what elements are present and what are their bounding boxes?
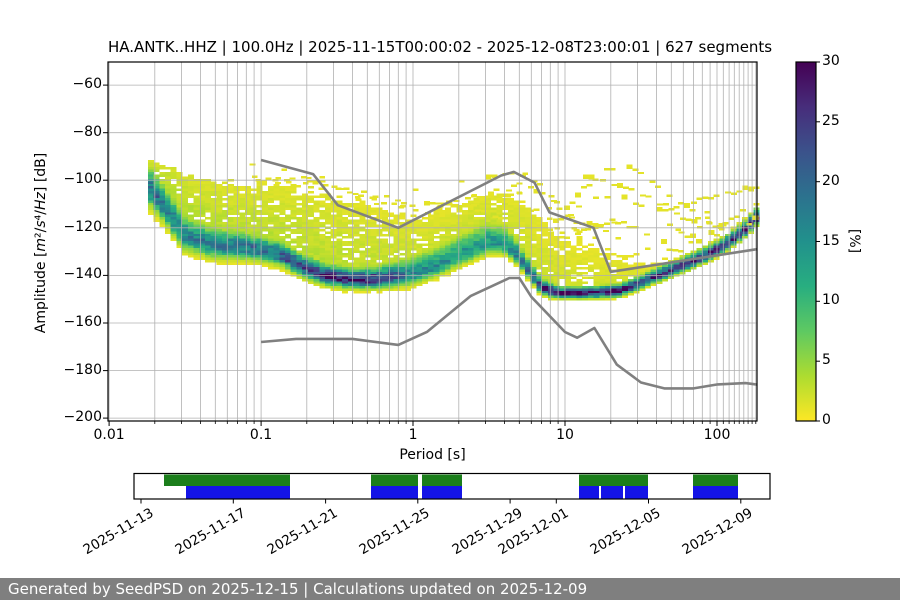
- x-axis-tick-label: 0.1: [229, 427, 293, 443]
- x-axis-label: Period [s]: [108, 447, 757, 463]
- y-axis-tick-label: −160: [40, 314, 102, 330]
- coverage-green-segment: [371, 475, 418, 487]
- y-axis-tick-label: −100: [40, 171, 102, 187]
- timeline-ticks: [141, 499, 741, 504]
- colorbar: [796, 62, 816, 421]
- x-axis-tick-label: 1: [381, 427, 445, 443]
- ppsd-figure: HA.ANTK..HHZ | 100.0Hz | 2025-11-15T00:0…: [0, 0, 900, 600]
- colorbar-tick-label: 5: [822, 352, 831, 368]
- colorbar-tick-label: 15: [822, 233, 840, 249]
- colorbar-tick-label: 10: [822, 292, 840, 308]
- ppsd-histogram: [148, 160, 760, 301]
- colorbar-tick-label: 20: [822, 173, 840, 189]
- footer-bar: Generated by SeedPSD on 2025-12-15 | Cal…: [0, 578, 900, 600]
- coverage-green-segment: [579, 475, 648, 487]
- coverage-blue-segment: [579, 486, 599, 499]
- colorbar-label: [%]: [846, 220, 862, 262]
- x-axis-tick-label: 0.01: [77, 427, 141, 443]
- colorbar-tick-label: 30: [822, 53, 840, 69]
- y-axis-tick-label: −60: [40, 76, 102, 92]
- coverage-timeline: [164, 475, 738, 499]
- ppsd-chart: [0, 0, 900, 600]
- coverage-blue-segment: [186, 486, 290, 499]
- coverage-blue-segment: [371, 486, 418, 499]
- y-axis-tick-label: −80: [40, 124, 102, 140]
- coverage-blue-segment: [601, 486, 623, 499]
- y-axis-tick-label: −180: [40, 362, 102, 378]
- coverage-green-segment: [693, 475, 738, 487]
- x-axis-tick-label: 10: [533, 427, 597, 443]
- coverage-blue-segment: [625, 486, 648, 499]
- plot-title: HA.ANTK..HHZ | 100.0Hz | 2025-11-15T00:0…: [108, 38, 757, 56]
- coverage-blue-segment: [693, 486, 738, 499]
- y-axis-tick-label: −120: [40, 219, 102, 235]
- colorbar-tick-label: 25: [822, 113, 840, 129]
- x-axis-tick-label: 100: [685, 427, 749, 443]
- y-axis-tick-label: −200: [40, 409, 102, 425]
- colorbar-tick-label: 0: [822, 412, 831, 428]
- low-noise-model-line: [261, 278, 757, 388]
- y-axis-tick-label: −140: [40, 266, 102, 282]
- coverage-blue-segment: [422, 486, 462, 499]
- coverage-green-segment: [422, 475, 462, 487]
- coverage-green-segment: [164, 475, 290, 487]
- footer-text: Generated by SeedPSD on 2025-12-15 | Cal…: [0, 578, 900, 600]
